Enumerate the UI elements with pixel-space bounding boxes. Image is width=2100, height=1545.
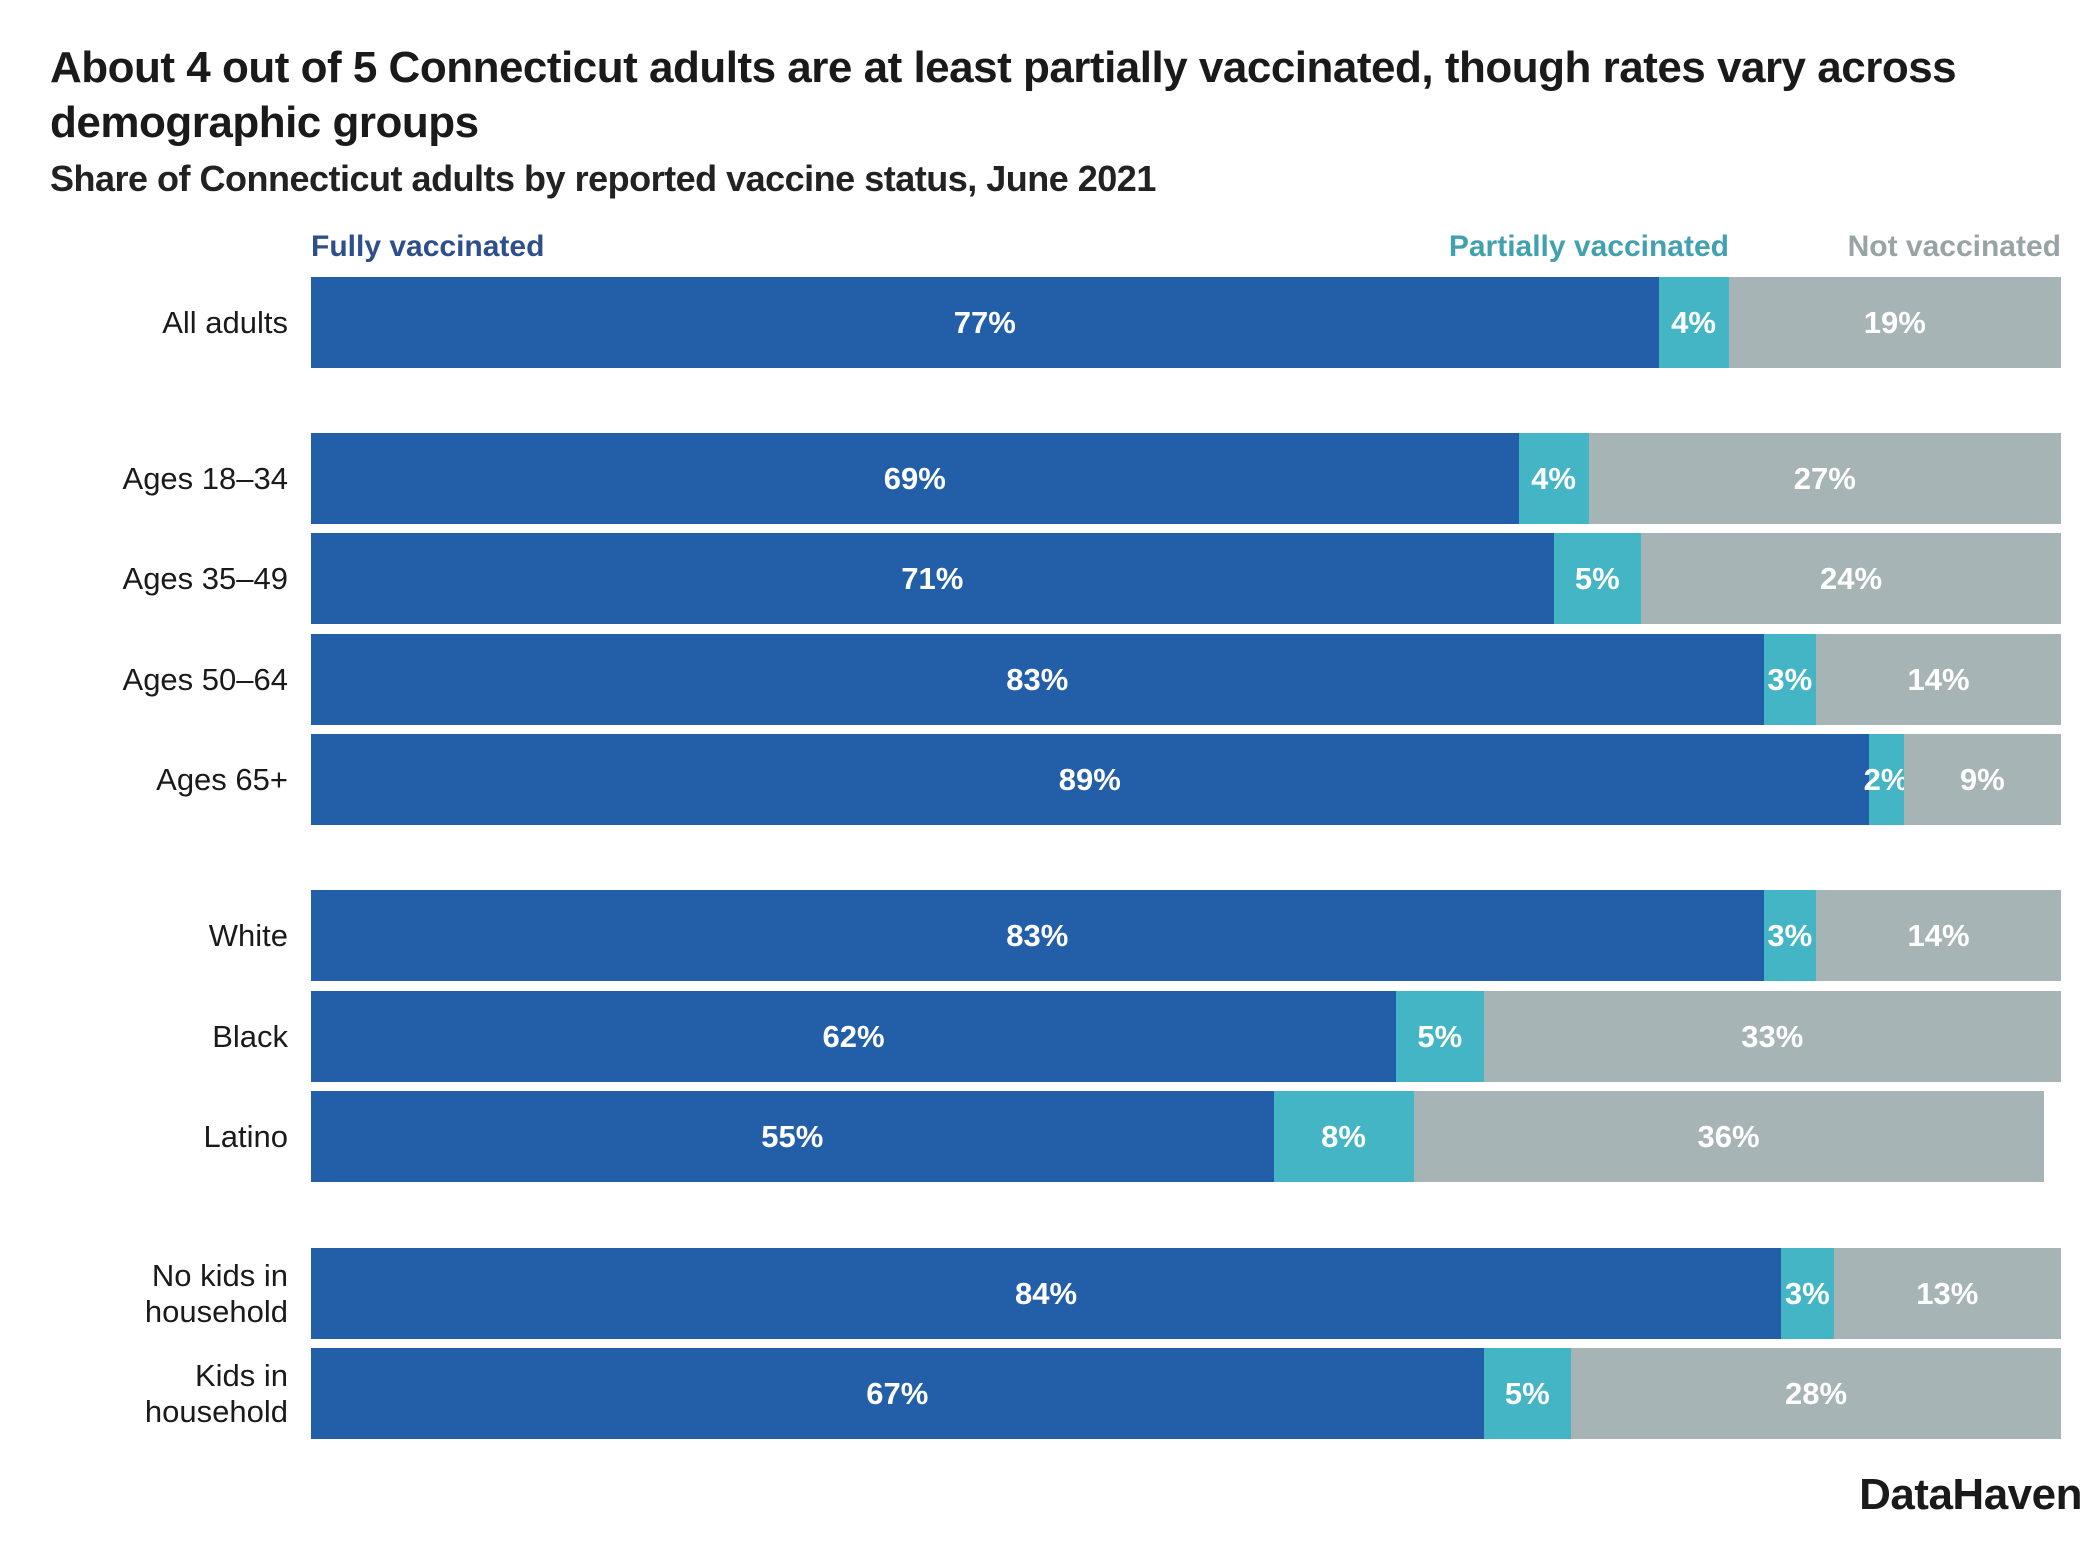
data-label: 67% (866, 1375, 929, 1411)
data-label: 14% (1907, 661, 1970, 697)
legend-fully-vaccinated: Fully vaccinated (311, 230, 545, 263)
bar-segment-partially-vaccinated: 3% (1763, 634, 1816, 725)
bar-segment-fully-vaccinated: 71% (311, 533, 1554, 624)
row-label: Ages 50–64 (122, 661, 288, 697)
data-label: 5% (1504, 1375, 1550, 1411)
data-label: 14% (1907, 917, 1970, 953)
data-label: 8% (1321, 1118, 1366, 1154)
bar-segment-fully-vaccinated: 67% (311, 1348, 1484, 1439)
chart-title: About 4 out of 5 Connecticut adults are … (50, 43, 1957, 147)
bar-segment-not-vaccinated: 14% (1816, 634, 2061, 725)
bar-segment-partially-vaccinated: 5% (1483, 1348, 1571, 1439)
data-label: 3% (1784, 1275, 1830, 1311)
bar-segment-fully-vaccinated: 89% (311, 734, 1869, 825)
data-label: 9% (1959, 761, 2005, 797)
bar-segment-not-vaccinated: 33% (1483, 991, 2061, 1082)
data-label: 24% (1819, 560, 1883, 596)
row-label: Ages 35–49 (122, 560, 288, 596)
data-label: 83% (1006, 661, 1069, 697)
row-label: Black (212, 1018, 288, 1054)
bar-segment-not-vaccinated: 28% (1571, 1348, 2061, 1439)
row-label: All adults (162, 304, 288, 340)
data-label: 89% (1058, 761, 1121, 797)
legend-partially-vaccinated: Partially vaccinated (1448, 230, 1729, 263)
data-label: 36% (1697, 1118, 1760, 1154)
bar-segment-partially-vaccinated: 8% (1273, 1091, 1414, 1182)
data-label: 5% (1417, 1018, 1463, 1054)
row-label: Ages 65+ (156, 761, 288, 797)
data-label: 71% (901, 560, 964, 596)
bar-segment-not-vaccinated: 19% (1728, 277, 2061, 368)
datahaven-logo: DataHaven (1859, 1470, 2082, 1519)
row-label: Kids in household (144, 1357, 288, 1429)
data-label: 4% (1531, 460, 1576, 496)
bar-segment-not-vaccinated: 27% (1588, 433, 2061, 524)
bar-segment-not-vaccinated: 9% (1903, 734, 2061, 825)
legend-not-vaccinated: Not vaccinated (1847, 230, 2061, 263)
bar-segment-fully-vaccinated: 69% (311, 433, 1519, 524)
data-label: 3% (1767, 661, 1813, 697)
bar-segment-not-vaccinated: 13% (1833, 1248, 2061, 1339)
bar-segment-partially-vaccinated: 3% (1763, 890, 1816, 981)
data-label: 55% (761, 1118, 824, 1154)
bar-segment-partially-vaccinated: 2% (1864, 734, 1908, 825)
bar-segment-fully-vaccinated: 77% (311, 277, 1659, 368)
row-label: White (208, 917, 288, 953)
bar-segment-partially-vaccinated: 5% (1396, 991, 1484, 1082)
row-label: Latino (203, 1118, 288, 1154)
bar-segment-fully-vaccinated: 84% (311, 1248, 1781, 1339)
data-label: 3% (1767, 917, 1813, 953)
data-label: 77% (953, 304, 1016, 340)
data-label: 13% (1916, 1275, 1979, 1311)
bar-segment-partially-vaccinated: 4% (1518, 433, 1589, 524)
row-label: No kids in household (144, 1257, 288, 1329)
bar-segment-fully-vaccinated: 83% (311, 890, 1764, 981)
bar-segment-fully-vaccinated: 55% (311, 1091, 1274, 1182)
data-label: 28% (1784, 1375, 1848, 1411)
bar-segment-not-vaccinated: 36% (1413, 1091, 2044, 1182)
data-label: 27% (1793, 460, 1856, 496)
bar-segment-not-vaccinated: 14% (1816, 890, 2061, 981)
bar-segment-not-vaccinated: 24% (1641, 533, 2061, 624)
data-label: 84% (1014, 1275, 1078, 1311)
data-label: 4% (1671, 304, 1716, 340)
bar-segment-partially-vaccinated: 3% (1781, 1248, 1834, 1339)
chart-subtitle: Share of Connecticut adults by reported … (50, 158, 1156, 199)
data-label: 5% (1574, 560, 1620, 596)
data-label: 83% (1006, 917, 1069, 953)
data-label: 69% (883, 460, 946, 496)
row-label: Ages 18–34 (122, 460, 288, 496)
bar-segment-partially-vaccinated: 5% (1553, 533, 1641, 624)
data-label: 19% (1863, 304, 1926, 340)
data-label: 33% (1741, 1018, 1804, 1054)
bar-segment-fully-vaccinated: 62% (311, 991, 1396, 1082)
bar-segment-fully-vaccinated: 83% (311, 634, 1764, 725)
data-label: 62% (822, 1018, 885, 1054)
bar-segment-partially-vaccinated: 4% (1658, 277, 1729, 368)
data-label: 2% (1863, 761, 1909, 797)
